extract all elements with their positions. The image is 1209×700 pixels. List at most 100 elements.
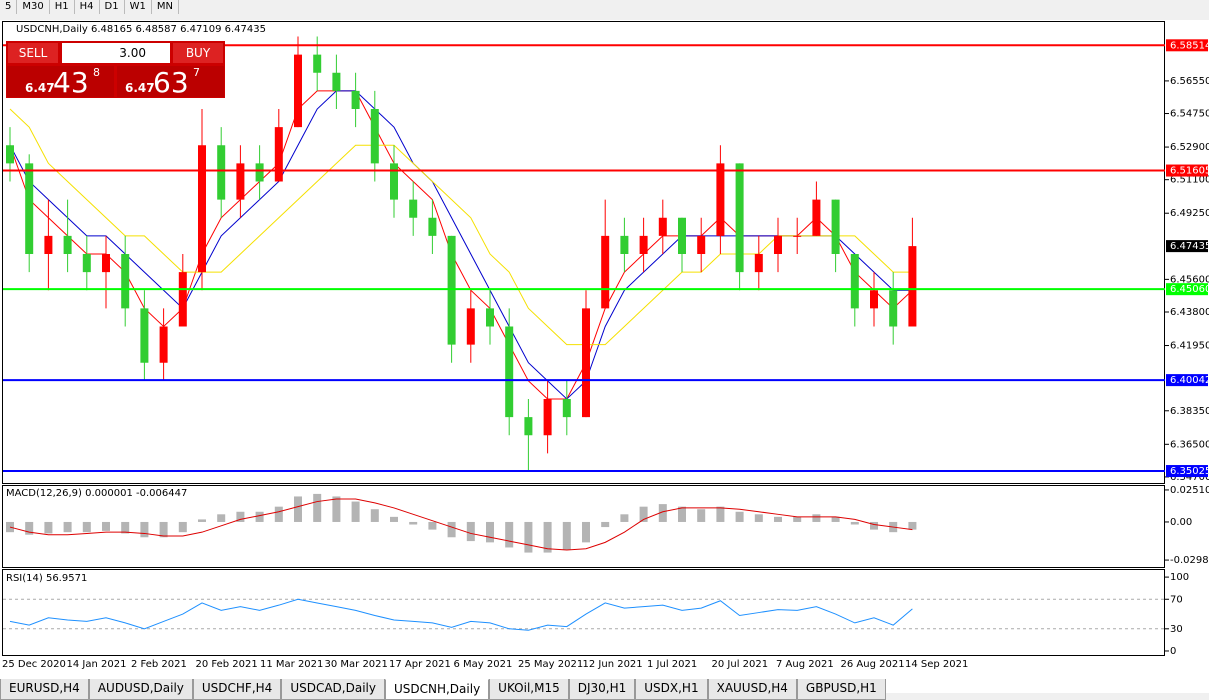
candle-body xyxy=(889,290,898,327)
macd-bar xyxy=(831,516,840,522)
y-tick-label: 0.00 xyxy=(1170,517,1192,528)
symbol-tab[interactable]: USDCHF,H4 xyxy=(192,679,282,700)
timeframe-button[interactable]: 5 xyxy=(0,0,18,14)
x-tick-label: 14 Sep 2021 xyxy=(905,659,968,670)
macd-bar xyxy=(697,509,706,522)
candle-body xyxy=(582,308,590,418)
candle-body xyxy=(831,199,840,254)
x-tick-label: 20 Feb 2021 xyxy=(196,659,258,670)
macd-bar xyxy=(294,496,302,522)
x-tick-label: 7 Aug 2021 xyxy=(776,659,834,670)
panel-title: RSI(14) 56.9571 xyxy=(6,573,87,584)
chart-title: USDCNH,Daily 6.48165 6.48587 6.47109 6.4… xyxy=(16,24,266,35)
macd-bar xyxy=(390,516,398,522)
y-tick-label: -0.029881 xyxy=(1170,555,1209,566)
x-tick-label: 14 Jan 2021 xyxy=(67,659,127,670)
macd-bar xyxy=(198,519,206,522)
y-tick-label: 6.51100 xyxy=(1170,175,1209,186)
symbol-tab[interactable]: GBPUSD,H1 xyxy=(796,679,886,700)
sell-button[interactable]: SELL xyxy=(8,43,58,63)
level-tag xyxy=(1166,39,1208,52)
macd-bar xyxy=(735,511,744,522)
y-tick-label: 100 xyxy=(1170,572,1189,583)
macd-bar xyxy=(774,516,782,522)
main-panel xyxy=(2,21,1165,484)
symbol-tab[interactable]: USDCNH,Daily xyxy=(384,679,490,700)
macd-bar xyxy=(870,521,878,530)
x-tick-label: 25 Dec 2020 xyxy=(2,659,66,670)
macd-bar xyxy=(428,521,437,530)
symbol-tab[interactable]: DJ30,H1 xyxy=(568,679,636,700)
timeframe-button[interactable]: MN xyxy=(152,0,179,14)
timeframe-button[interactable]: W1 xyxy=(125,0,152,14)
symbol-tab[interactable]: USDX,H1 xyxy=(635,679,708,700)
candle-body xyxy=(6,145,14,164)
macd-bar xyxy=(716,506,725,522)
bid-pips: 43 xyxy=(53,66,89,99)
candle-body xyxy=(82,253,91,273)
macd-bar xyxy=(524,521,533,553)
y-tick-label: 0.025108 xyxy=(1170,485,1209,496)
symbol-tab[interactable]: USDCAD,Daily xyxy=(281,679,385,700)
bid-quote[interactable]: 6.47 43 8 xyxy=(7,66,114,99)
macd-bar xyxy=(102,521,110,531)
y-tick-label: 6.41950 xyxy=(1170,341,1209,352)
candle-body xyxy=(620,235,629,254)
macd-bar xyxy=(447,521,456,538)
ask-quote[interactable]: 6.47 63 7 xyxy=(117,66,224,99)
ask-big: 6.47 xyxy=(125,81,155,95)
lot-input[interactable]: 3.00 xyxy=(62,43,170,63)
buy-button[interactable]: BUY xyxy=(173,43,223,63)
x-tick-label: 20 Jul 2021 xyxy=(712,659,769,670)
candle-body xyxy=(198,145,206,273)
timeframe-toolbar: 5 M30 H1 H4 D1 W1 MN xyxy=(0,0,179,14)
one-click-trading: SELL 3.00 BUY 6.47 43 8 6.47 63 7 xyxy=(6,41,225,99)
candle-body xyxy=(543,398,552,436)
y-tick-label: 6.38350 xyxy=(1170,406,1209,417)
rsi-line xyxy=(9,598,913,631)
y-tick-label: 6.43800 xyxy=(1170,307,1209,318)
macd-bar xyxy=(658,504,667,522)
symbol-tabs: EURUSD,H4 AUDUSD,Daily USDCHF,H4 USDCAD,Dai… xyxy=(0,679,886,700)
current-price-tag xyxy=(1166,240,1208,253)
y-tick-label: 70 xyxy=(1170,594,1183,605)
x-tick-label: 17 Apr 2021 xyxy=(389,659,451,670)
timeframe-button[interactable]: H4 xyxy=(75,0,100,14)
moving-average xyxy=(9,90,913,400)
candle-body xyxy=(274,127,283,182)
macd-bar xyxy=(850,521,859,525)
y-tick-label: 6.52900 xyxy=(1170,142,1209,153)
candle-body xyxy=(793,235,802,237)
x-tick-label: 26 Aug 2021 xyxy=(841,659,905,670)
macd-bar xyxy=(754,514,763,522)
macd-bar xyxy=(313,493,322,522)
candle-body xyxy=(870,290,878,309)
x-tick-label: 6 May 2021 xyxy=(454,659,513,670)
symbol-tab[interactable]: EURUSD,H4 xyxy=(0,679,89,700)
x-tick-label: 11 Mar 2021 xyxy=(260,659,323,670)
candle-body xyxy=(178,272,187,327)
macd-panel xyxy=(2,485,1165,568)
timeframe-button[interactable]: D1 xyxy=(100,0,125,14)
symbol-tab[interactable]: AUDUSD,Daily xyxy=(88,679,193,700)
moving-average xyxy=(9,108,913,346)
candle-body xyxy=(313,54,322,73)
macd-bar xyxy=(486,521,494,543)
level-label: 6.58514 xyxy=(1170,40,1209,51)
timeframe-button[interactable]: M30 xyxy=(17,0,50,14)
symbol-tab[interactable]: UKOil,M15 xyxy=(489,679,569,700)
symbol-tab[interactable]: XAUUSD,H4 xyxy=(707,679,797,700)
candle-body xyxy=(678,217,686,254)
ask-pips: 63 xyxy=(153,66,189,99)
panel-title: MACD(12,26,9) 0.000001 -0.006447 xyxy=(6,488,187,499)
candle-body xyxy=(486,308,494,327)
candle-body xyxy=(409,199,418,218)
candle-body xyxy=(370,108,379,164)
macd-bar xyxy=(812,514,821,522)
candle-body xyxy=(25,163,34,254)
bid-frac: 8 xyxy=(93,66,100,79)
timeframe-button[interactable]: H1 xyxy=(50,0,75,14)
macd-bar xyxy=(25,521,34,535)
macd-bar xyxy=(466,521,475,542)
